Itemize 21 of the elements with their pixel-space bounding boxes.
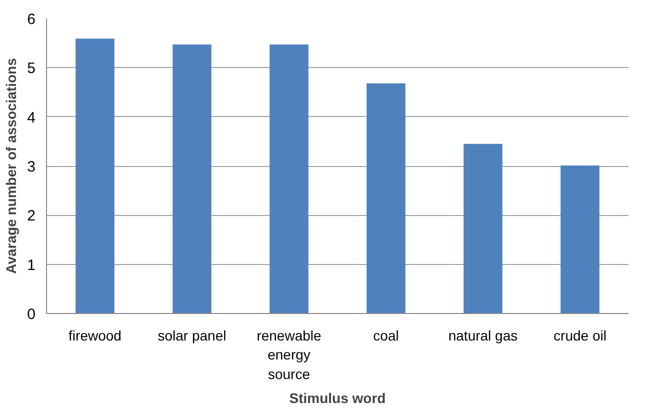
x-tick-label: coal (373, 328, 399, 344)
x-tick-label: firewood (68, 328, 122, 344)
y-tick-label: 6 (27, 11, 36, 28)
bar (172, 44, 212, 314)
bar (560, 166, 600, 314)
x-axis-title: Stimulus word (289, 390, 386, 406)
x-tick-label: solar panel (158, 328, 226, 344)
bar (366, 83, 406, 314)
y-tick-label: 3 (27, 158, 36, 176)
bar (76, 38, 114, 314)
y-tick-label: 4 (27, 109, 36, 126)
y-axis-title: Avarage number of associations (3, 58, 20, 274)
bar (270, 44, 308, 314)
bar (464, 144, 502, 314)
x-tick-label: crude oil (554, 328, 606, 344)
y-tick-label: 5 (27, 60, 36, 78)
y-tick-label: 2 (27, 208, 36, 225)
x-tick-label: renewable energy source (256, 328, 322, 382)
x-tick-label: natural gas (448, 328, 518, 344)
y-tick-label: 0 (27, 306, 36, 323)
y-tick-label: 1 (27, 256, 36, 274)
